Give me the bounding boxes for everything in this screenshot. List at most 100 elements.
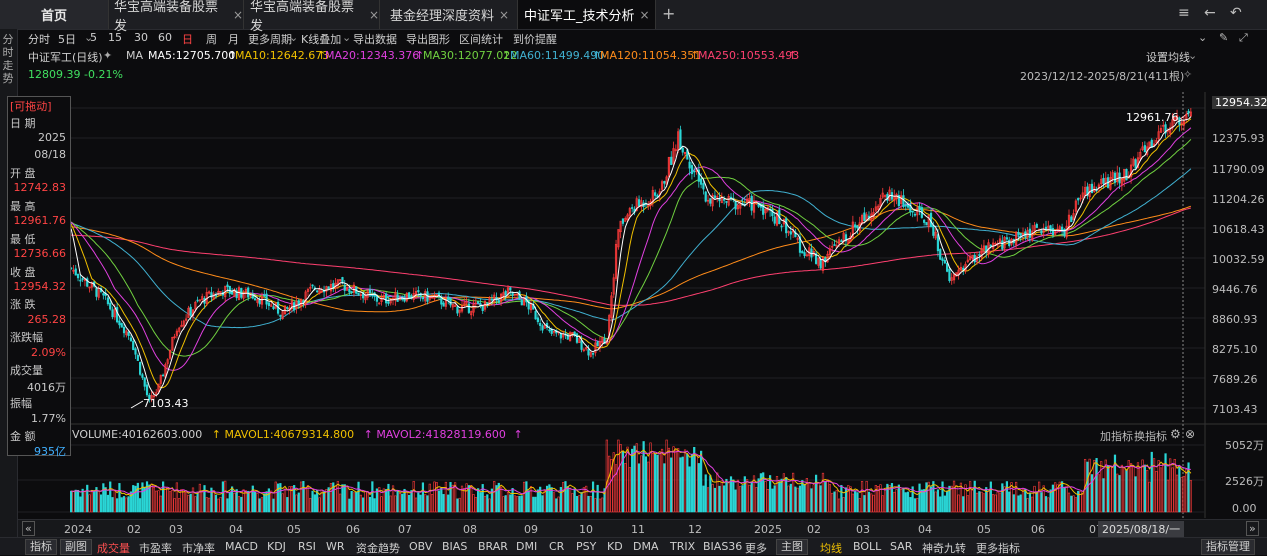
ind-bias36[interactable]: BIAS36 — [703, 540, 743, 553]
cursor-date: 2025/08/18/一 — [1098, 521, 1185, 537]
tab-fund-2[interactable]: 华宝高端装备股票发 × — [244, 0, 380, 34]
axis-label: 10032.59 — [1212, 253, 1265, 266]
ind-pb[interactable]: 市净率 — [182, 542, 215, 555]
ind-fund-trend[interactable]: 资金趋势 — [356, 542, 400, 555]
chevron-down-icon[interactable]: ⌄ — [1188, 49, 1198, 62]
candle-body — [748, 198, 751, 202]
volume-bar — [1095, 458, 1098, 513]
main-sar[interactable]: SAR — [890, 540, 913, 553]
ind-more[interactable]: 更多 — [745, 542, 767, 555]
period-5day[interactable]: 5日 — [58, 33, 76, 46]
chevron-circle-icon[interactable]: ⌄ — [1198, 31, 1208, 44]
volume-bar — [157, 490, 160, 513]
ind-rsi[interactable]: RSI — [298, 540, 316, 553]
gear-icon[interactable]: ⚙ — [1170, 427, 1181, 441]
main-chart-button[interactable]: 主图 — [776, 539, 808, 555]
tab-technical[interactable]: 中证军工_技术分析 × — [518, 0, 656, 29]
chevron-down-icon[interactable]: ⌄ — [342, 31, 352, 44]
ind-cr[interactable]: CR — [549, 540, 565, 553]
candle-body — [1088, 184, 1091, 197]
chevron-down-icon[interactable]: ⌄ — [84, 31, 94, 44]
info-panel[interactable]: [可拖动] 日 期 2025 08/18 开 盘 12742.83 最 高 12… — [7, 96, 71, 458]
volume-bar — [210, 487, 213, 513]
tab-manager[interactable]: 基金经理深度资料 × — [380, 0, 518, 29]
close-icon[interactable]: × — [639, 7, 650, 22]
candle-body — [854, 224, 857, 228]
switch-indicator-button[interactable]: 换指标 — [1134, 430, 1167, 443]
period-timeshare[interactable]: 分时 — [28, 33, 50, 46]
volume-bar — [506, 492, 510, 513]
chevron-down-icon[interactable]: ⌄ — [289, 31, 299, 44]
candle-body — [408, 292, 411, 299]
ind-kdj[interactable]: KDJ — [267, 540, 286, 553]
volume-bar — [224, 480, 227, 513]
ma10-line — [70, 118, 1192, 389]
period-5min[interactable]: 5 — [90, 31, 97, 44]
subchart-button[interactable]: 副图 — [60, 539, 92, 555]
candle-body — [226, 284, 229, 288]
period-60min[interactable]: 60 — [158, 31, 172, 44]
close-icon[interactable]: ⊗ — [1185, 427, 1196, 441]
main-td9[interactable]: 神奇九转 — [922, 542, 966, 555]
close-icon[interactable]: × — [499, 7, 510, 22]
volume-bar — [122, 496, 126, 513]
export-data-button[interactable]: 导出数据 — [353, 33, 397, 46]
ind-bias[interactable]: BIAS — [442, 540, 468, 553]
period-15min[interactable]: 15 — [108, 31, 122, 44]
ind-psy[interactable]: PSY — [576, 540, 597, 553]
volume-bar — [380, 496, 383, 513]
menu-icon[interactable]: ≡ — [1178, 5, 1190, 21]
period-week[interactable]: 周 — [206, 33, 217, 46]
sidebar-tab-timeshare[interactable]: 分时走势 — [2, 33, 14, 85]
drag-label[interactable]: [可拖动] — [10, 100, 52, 113]
indicator-button[interactable]: 指标 — [25, 539, 57, 555]
ind-trix[interactable]: TRIX — [670, 540, 696, 553]
export-image-button[interactable]: 导出图形 — [406, 33, 450, 46]
candle-body — [1040, 230, 1043, 234]
scroll-left-icon[interactable]: « — [22, 521, 35, 536]
ind-volume[interactable]: 成交量 — [97, 542, 130, 555]
candle-body — [456, 306, 459, 314]
ind-kd[interactable]: KD — [607, 540, 623, 553]
fullscreen-icon[interactable]: ⤢ — [1239, 31, 1248, 44]
ind-wr[interactable]: WR — [326, 540, 345, 553]
ind-macd[interactable]: MACD — [225, 540, 258, 553]
main-more-indicators[interactable]: 更多指标 — [976, 542, 1020, 555]
back-icon[interactable]: ← — [1204, 5, 1216, 21]
candle-body — [796, 238, 799, 240]
period-day[interactable]: 日 — [182, 33, 193, 46]
range-stats-button[interactable]: 区间统计 — [459, 33, 503, 46]
indicator-manage-button[interactable]: 指标管理 — [1201, 539, 1255, 555]
main-ma[interactable]: 均线 — [820, 542, 842, 555]
ind-pe[interactable]: 市盈率 — [139, 542, 172, 555]
tab-fund-1[interactable]: 华宝高端装备股票发 × — [108, 0, 244, 34]
ind-dmi[interactable]: DMI — [516, 540, 538, 553]
main-boll[interactable]: BOLL — [853, 540, 882, 553]
close-icon[interactable]: × — [232, 7, 243, 22]
period-month[interactable]: 月 — [228, 33, 239, 46]
volume-bar — [1005, 481, 1009, 513]
scroll-right-icon[interactable]: » — [1246, 521, 1259, 536]
price-alert-button[interactable]: 到价提醒 — [513, 33, 557, 46]
pin-icon[interactable]: ✧ — [1183, 68, 1193, 81]
volume-bar — [1056, 484, 1059, 513]
add-tab-icon[interactable]: + — [662, 4, 676, 23]
candle-body — [700, 178, 703, 185]
ma-settings-button[interactable]: 设置均线 — [1146, 51, 1190, 64]
draw-tool-icon[interactable]: ✎ — [1219, 31, 1229, 44]
period-more[interactable]: 更多周期 — [248, 33, 292, 46]
volume-bar — [1102, 478, 1105, 513]
ind-obv[interactable]: OBV — [409, 540, 433, 553]
kline-overlay[interactable]: K线叠加 — [301, 33, 342, 46]
candle-body — [1102, 178, 1105, 184]
ind-brar[interactable]: BRAR — [478, 540, 508, 553]
tab-home[interactable]: 首页 — [0, 0, 109, 29]
candle-body — [913, 213, 917, 216]
ind-dma[interactable]: DMA — [633, 540, 659, 553]
close-icon[interactable]: × — [368, 7, 379, 22]
undo-icon[interactable]: ↶ — [1230, 5, 1242, 21]
period-30min[interactable]: 30 — [134, 31, 148, 44]
gear-icon[interactable]: ✦ — [103, 49, 113, 62]
add-indicator-button[interactable]: 加指标 — [1100, 430, 1133, 443]
